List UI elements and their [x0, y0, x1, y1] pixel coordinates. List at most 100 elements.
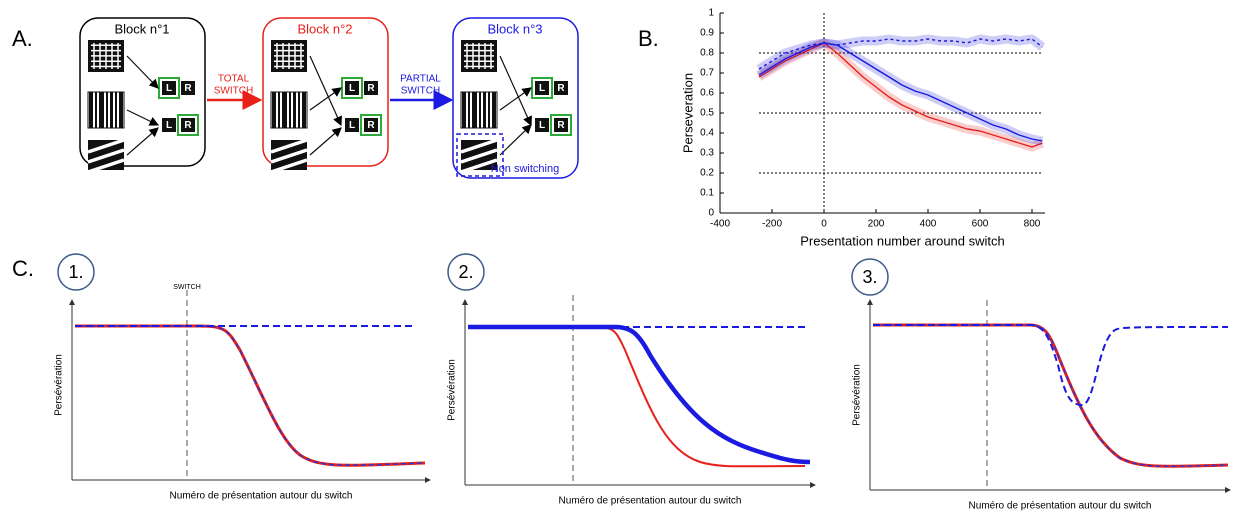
y-tick-label: 0.4: [700, 128, 714, 139]
stimulus-bars: [110, 92, 113, 128]
stimulus-stripes: [460, 148, 498, 164]
stimulus-bars: [479, 92, 481, 128]
plot-number: 2.: [458, 262, 473, 282]
schematic-curve: [873, 324, 1229, 407]
schematic-curve: [75, 325, 426, 466]
x-tick-label: 800: [1024, 219, 1041, 230]
y-tick-label: 0.9: [700, 28, 714, 39]
stimulus-stripes: [460, 158, 498, 174]
stimulus-stripes: [460, 138, 498, 154]
key-label: R: [557, 120, 565, 131]
stimulus-bars: [106, 92, 108, 128]
key: [535, 118, 549, 132]
x-tick-label: 600: [972, 219, 989, 230]
mapping-arrow: [499, 55, 532, 127]
stimulus-bars: [302, 92, 306, 128]
key: [181, 81, 195, 95]
y-axis-label: Persévération: [447, 359, 458, 421]
y-tick-label: 0.8: [700, 48, 714, 59]
stimulus-bars: [272, 92, 276, 128]
transition-label: TOTAL: [218, 74, 250, 85]
stimulus-bars: [472, 92, 477, 128]
plot-number: 1.: [68, 262, 83, 282]
transition-label: SWITCH: [401, 86, 440, 97]
panel-label: B.: [638, 26, 659, 51]
stimulus-bars: [99, 92, 104, 128]
mapping-arrow: [126, 127, 159, 156]
key-label: R: [184, 120, 192, 131]
x-tick-label: 0: [821, 219, 827, 230]
x-axis-label: Presentation number around switch: [800, 233, 1005, 248]
series-line: [758, 42, 1043, 142]
key: [554, 118, 568, 132]
block-frame: [79, 17, 206, 167]
stimulus-stripes: [87, 148, 125, 164]
key: [345, 118, 359, 132]
stimulus-stripes: [270, 138, 308, 154]
switch-label: SWITCH: [173, 284, 201, 291]
stimulus-bars: [293, 92, 296, 128]
stimulus-bars: [282, 92, 287, 128]
stimulus-bars: [488, 92, 490, 128]
series-line: [758, 42, 1043, 148]
transition-label: PARTIAL: [400, 74, 441, 85]
key: [554, 81, 568, 95]
x-tick-label: 400: [920, 219, 937, 230]
key: [364, 118, 378, 132]
y-tick-label: 1: [708, 8, 714, 19]
y-axis-label: Perseveration: [680, 73, 695, 153]
transition-label: SWITCH: [214, 86, 253, 97]
non-switching-label: Non switching: [491, 163, 559, 175]
schematic-curve: [468, 324, 811, 465]
mapping-arrow: [126, 109, 160, 126]
mapping-arrow: [499, 87, 532, 111]
stimulus-stripes: [270, 148, 308, 164]
key: [162, 118, 176, 132]
schematic-curve: [873, 323, 1229, 468]
stimulus-bars: [483, 92, 486, 128]
key-highlight: [158, 77, 180, 99]
y-tick-label: 0: [708, 208, 714, 219]
y-axis-label: Persévération: [852, 364, 863, 426]
stimulus-bars: [298, 92, 300, 128]
x-axis-label: Numéro de présentation autour du switch: [559, 496, 742, 507]
key-label: R: [184, 83, 192, 94]
key-highlight: [531, 77, 553, 99]
stimulus-stripes: [87, 138, 125, 154]
stimulus-bars: [119, 92, 123, 128]
x-tick-label: -200: [762, 219, 782, 230]
key-label: L: [349, 120, 355, 131]
block-title: Block n°2: [297, 21, 352, 36]
plot-number-circle: [851, 258, 889, 296]
key-highlight: [177, 114, 199, 136]
key-label: R: [367, 120, 375, 131]
plot-number: 3.: [862, 267, 877, 287]
stimulus-bars: [115, 92, 117, 128]
block-title: Block n°3: [487, 21, 542, 36]
key: [535, 81, 549, 95]
block-frame: [262, 17, 389, 167]
x-axis-label: Numéro de présentation autour du switch: [170, 491, 353, 502]
stimulus-bars: [95, 92, 97, 128]
plot-number-circle: [447, 253, 485, 291]
non-switching-box: [456, 133, 504, 177]
y-tick-label: 0.1: [700, 188, 714, 199]
stimulus-bars: [289, 92, 291, 128]
stimulus-bars: [89, 92, 93, 128]
y-tick-label: 0.2: [700, 168, 714, 179]
mapping-arrow: [126, 55, 159, 89]
panel-label: A.: [12, 26, 33, 51]
schematic-curve: [873, 324, 1229, 468]
key-label: L: [166, 120, 172, 131]
key-label: L: [539, 120, 545, 131]
key-label: L: [349, 83, 355, 94]
plot-number-circle: [57, 253, 95, 291]
stimulus-bars: [468, 92, 470, 128]
stimulus-stripes: [270, 158, 308, 174]
stimulus-bars: [462, 92, 466, 128]
mapping-arrow: [309, 127, 342, 156]
key-label: R: [557, 83, 565, 94]
key: [345, 81, 359, 95]
key-label: L: [539, 83, 545, 94]
